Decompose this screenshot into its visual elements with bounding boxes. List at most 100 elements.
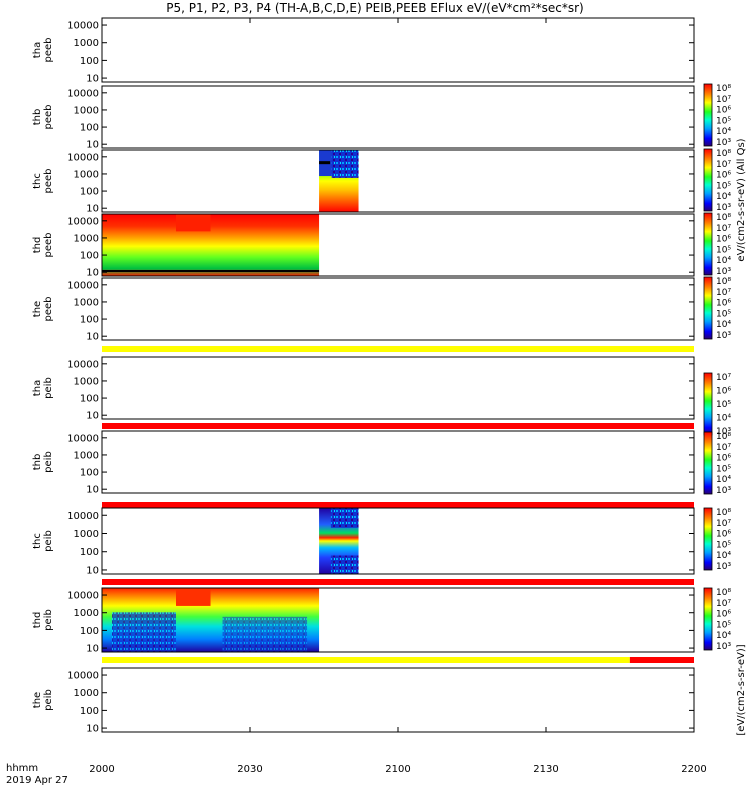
colorbar-tick-label: 10³ xyxy=(716,203,731,213)
panel-probe-label: the xyxy=(32,301,43,317)
colorbar-tick-label: 10³ xyxy=(716,138,731,148)
panel-probe-label: thb xyxy=(32,454,43,471)
x-tick-label: 2200 xyxy=(681,764,707,775)
colorbar-tick-label: 10⁷ xyxy=(716,443,731,453)
y-tick-label: 100 xyxy=(80,706,99,717)
colorbar-tick-label: 10⁴ xyxy=(716,631,731,641)
colorbar-tick-label: 10³ xyxy=(716,562,731,572)
spectrogram-block xyxy=(330,508,359,528)
colorbar xyxy=(703,83,713,147)
colorbar-tick-label: 10⁴ xyxy=(716,551,731,561)
panel-frame xyxy=(101,277,695,341)
y-tick-label: 100 xyxy=(80,626,99,637)
panel-product-label: peib xyxy=(43,609,54,631)
y-tick-label: 10 xyxy=(86,268,99,279)
colorbar-tick-label: 10⁶ xyxy=(716,454,731,464)
colorbar-tick-label: 10⁸ xyxy=(716,432,731,442)
colorbar-tick-label: 10⁶ xyxy=(716,610,731,620)
colorbar-tick-label: 10⁶ xyxy=(716,530,731,540)
colorbar xyxy=(703,148,713,212)
colorbar-tick-label: 10⁵ xyxy=(716,620,731,630)
colorbar-tick-label: 10³ xyxy=(716,267,731,277)
y-tick-label: 10000 xyxy=(67,152,99,163)
colorbar-tick-label: 10⁸ xyxy=(716,84,731,94)
y-tick-label: 10 xyxy=(86,485,99,496)
flux-divider-bar xyxy=(102,579,694,585)
y-tick-label: 10 xyxy=(86,724,99,735)
colorbar-tick-label: 10⁵ xyxy=(716,181,731,191)
y-tick-label: 10000 xyxy=(67,511,99,522)
colorbar-tick-label: 10⁷ xyxy=(716,160,731,170)
y-tick-label: 100 xyxy=(80,468,99,479)
colorbar-tick-label: 10⁶ xyxy=(716,171,731,181)
colorbar-tick-label: 10⁸ xyxy=(716,277,731,287)
colorbar-tick-label: 10⁵ xyxy=(716,309,731,319)
panel-product-label: peeb xyxy=(43,169,54,194)
colorbar-tick-label: 10⁵ xyxy=(716,116,731,126)
panel-frame xyxy=(101,85,695,149)
colorbar-tick-label: 10⁵ xyxy=(716,400,731,410)
spectrogram-block xyxy=(102,270,320,272)
colorbar-tick-label: 10⁷ xyxy=(716,373,731,383)
y-tick-label: 10 xyxy=(86,332,99,343)
panel-frame xyxy=(101,17,695,83)
y-tick-label: 10000 xyxy=(67,21,99,32)
y-tick-label: 10 xyxy=(86,204,99,215)
colorbar-tick-label: 10³ xyxy=(716,331,731,341)
colorbar-tick-label: 10⁶ xyxy=(716,106,731,116)
spectrogram-block xyxy=(222,616,308,652)
panel-product-label: peeb xyxy=(43,233,54,258)
panel-product-label: peeb xyxy=(43,297,54,322)
y-tick-label: 1000 xyxy=(74,233,99,244)
panel-frame xyxy=(101,149,695,213)
spectrogram-block xyxy=(176,588,211,606)
flux-divider-bar xyxy=(102,502,694,508)
colorbar-tick-label: 10⁵ xyxy=(716,245,731,255)
y-tick-label: 10 xyxy=(86,644,99,655)
colorbar-tick-label: 10⁸ xyxy=(716,213,731,223)
colorbar-tick-label: 10⁸ xyxy=(716,149,731,159)
colorbar-tick-label: 10⁵ xyxy=(716,464,731,474)
colorbar xyxy=(703,212,713,276)
y-tick-label: 10000 xyxy=(67,671,99,682)
y-tick-label: 100 xyxy=(80,123,99,134)
y-tick-label: 100 xyxy=(80,394,99,405)
y-tick-label: 1000 xyxy=(74,169,99,180)
colorbar xyxy=(703,372,713,436)
colorbar-tick-label: 10⁴ xyxy=(716,414,731,424)
colorbar-tick-label: 10⁷ xyxy=(716,288,731,298)
y-tick-label: 1000 xyxy=(74,297,99,308)
x-tick-label: 2100 xyxy=(385,764,411,775)
colorbar-tick-label: 10⁷ xyxy=(716,519,731,529)
panel-probe-label: the xyxy=(32,692,43,708)
panel-frame xyxy=(101,430,695,494)
y-tick-label: 10 xyxy=(86,74,99,85)
flux-divider-bar xyxy=(102,423,694,429)
colorbar-tick-label: 10⁴ xyxy=(716,192,731,202)
colorbar-tick-label: 10³ xyxy=(716,642,731,652)
y-tick-label: 10000 xyxy=(67,216,99,227)
y-tick-label: 10 xyxy=(86,140,99,151)
y-tick-label: 10000 xyxy=(67,591,99,602)
panel-probe-label: thb xyxy=(32,109,43,126)
y-tick-label: 100 xyxy=(80,547,99,558)
y-tick-label: 1000 xyxy=(74,38,99,49)
chart-title: P5, P1, P2, P3, P4 (TH-A,B,C,D,E) PEIB,P… xyxy=(166,1,584,15)
panel-frame xyxy=(101,667,695,733)
panel-probe-label: thc xyxy=(32,533,43,549)
x-tick-label: 2000 xyxy=(89,764,115,775)
y-tick-label: 100 xyxy=(80,56,99,67)
colorbar-tick-label: 10⁷ xyxy=(716,95,731,105)
panel-product-label: peib xyxy=(43,689,54,711)
x-tick-label: 2030 xyxy=(237,764,263,775)
panel-product-label: peeb xyxy=(43,105,54,130)
flux-divider-bar xyxy=(102,657,630,663)
panel-frame xyxy=(101,213,695,277)
flux-divider-bar xyxy=(102,346,694,352)
colorbar-tick-label: 10⁷ xyxy=(716,599,731,609)
colorbar-tick-label: 10⁵ xyxy=(716,540,731,550)
y-tick-label: 10000 xyxy=(67,280,99,291)
colorbar-axis-title: [eV/(cm2-s-sr-eV)] xyxy=(736,644,747,735)
panel-probe-label: thd xyxy=(32,237,43,254)
